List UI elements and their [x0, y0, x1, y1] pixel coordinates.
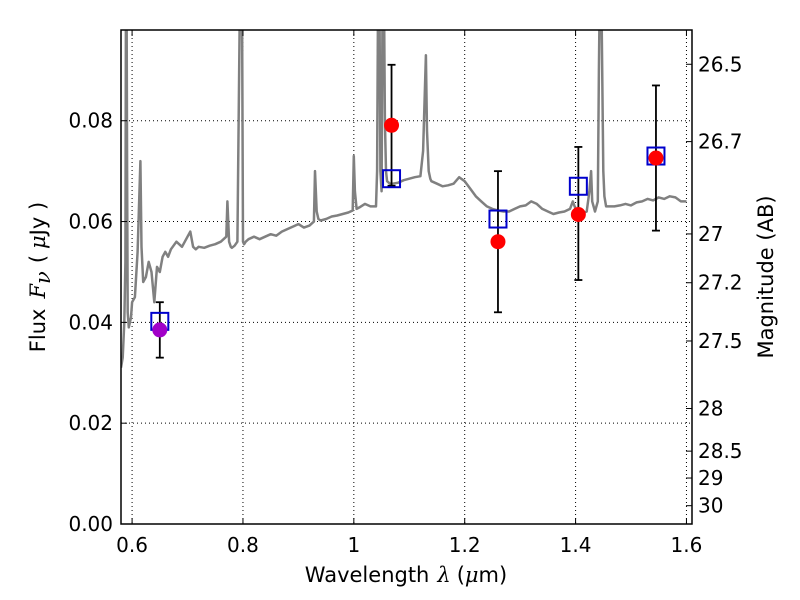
observed-point — [570, 206, 586, 222]
y2-tick-label: 27.5 — [698, 329, 743, 353]
y-tick-label: 0.02 — [68, 411, 113, 435]
y2-tick-label: 28.5 — [698, 439, 743, 463]
y2-tick-label: 26.5 — [698, 52, 743, 76]
y2-axis-label: Magnitude (AB) — [754, 195, 778, 358]
y-tick-label: 0.00 — [68, 512, 113, 536]
model-square — [382, 169, 402, 189]
model-photometry-series — [150, 146, 666, 331]
y-tick-label: 0.04 — [68, 310, 113, 334]
observed-point — [490, 234, 506, 250]
y2-tick-label: 26.7 — [698, 130, 743, 154]
observed-photometry-series — [152, 117, 664, 338]
spectrum-series — [121, 30, 687, 368]
y2-tick-label: 27 — [698, 222, 723, 246]
y2-tick-label: 29 — [698, 466, 723, 490]
spectrum-line — [121, 30, 687, 368]
y2-tick-label: 28 — [698, 397, 723, 421]
x-tick-label: 1 — [347, 533, 360, 557]
observed-point — [384, 117, 400, 133]
model-square — [488, 209, 508, 229]
model-square — [568, 176, 588, 196]
y-tick-label: 0.08 — [68, 109, 113, 133]
x-tick-label: 0.6 — [116, 533, 148, 557]
observed-point — [152, 322, 168, 338]
observed-point — [648, 150, 664, 166]
x-tick-label: 1.6 — [671, 533, 703, 557]
plot-frame — [120, 29, 693, 525]
x-tick-label: 0.8 — [227, 533, 259, 557]
axis-ticks: 0.6 0.8 1 1.2 1.4 1.6 0.00 0.02 0.04 0.06 0.08 26.5… — [68, 30, 743, 557]
x-axis-label: Wavelength λ (μm) — [305, 563, 507, 587]
y2-tick-label: 27.2 — [698, 271, 743, 295]
x-tick-label: 1.2 — [449, 533, 481, 557]
y2-tick-label: 30 — [698, 494, 723, 518]
y-tick-label: 0.06 — [68, 210, 113, 234]
x-tick-label: 1.4 — [560, 533, 592, 557]
y-axis-label: FluxFν(μJy ) — [26, 202, 55, 352]
